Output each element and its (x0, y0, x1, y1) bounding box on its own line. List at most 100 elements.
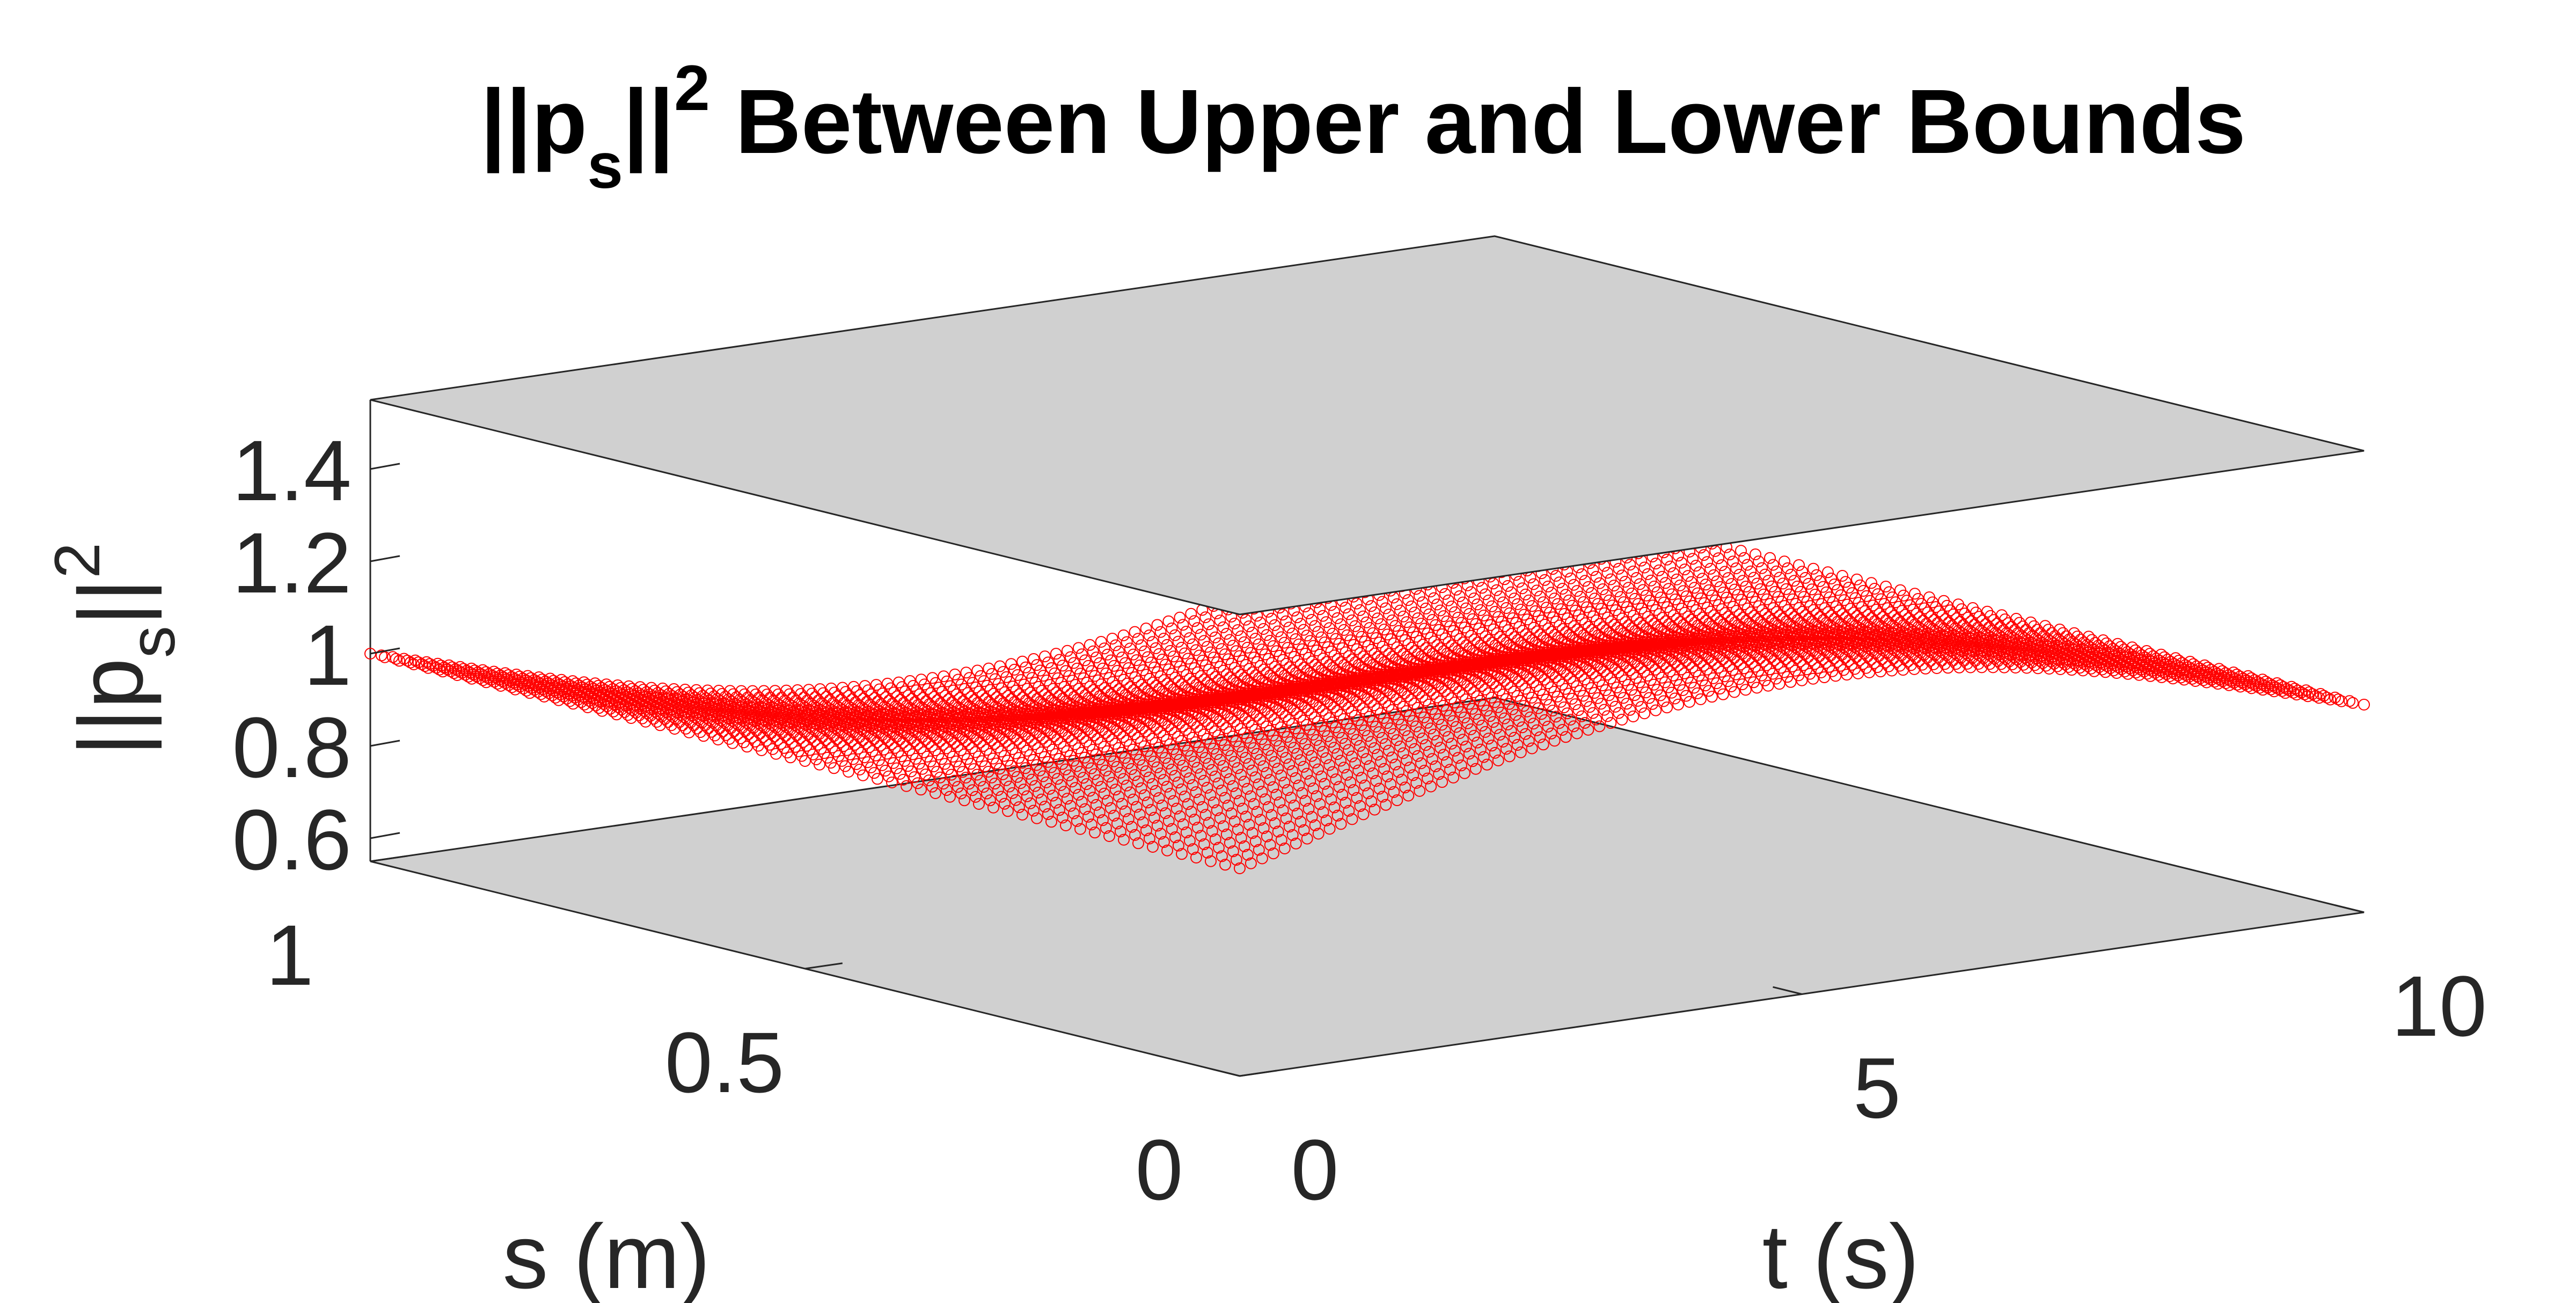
data-marker (1476, 582, 1488, 594)
data-marker (1138, 645, 1151, 657)
data-marker (430, 662, 442, 674)
data-marker (1605, 573, 1617, 585)
data-marker (1151, 666, 1163, 678)
data-marker (1068, 657, 1080, 669)
data-marker (1158, 633, 1170, 645)
data-marker (1103, 672, 1116, 684)
data-marker (1674, 579, 1686, 591)
data-marker (670, 713, 682, 726)
data-marker (1328, 606, 1341, 618)
data-marker (1246, 626, 1258, 639)
data-marker (1793, 559, 1805, 571)
data-marker (1519, 588, 1532, 601)
data-marker (1406, 642, 1418, 654)
data-marker (1730, 562, 1743, 574)
data-marker (1340, 646, 1352, 658)
data-marker (1162, 615, 1175, 627)
data-marker (607, 705, 619, 718)
data-marker (1439, 632, 1452, 645)
data-marker (459, 669, 471, 681)
data-marker (1457, 596, 1469, 609)
data-marker (1650, 558, 1662, 570)
data-marker (1199, 611, 1212, 624)
data-marker (1243, 620, 1255, 633)
data-marker (1542, 623, 1555, 634)
data-marker (1191, 622, 1204, 634)
data-marker (1280, 615, 1292, 627)
data-marker (531, 686, 544, 698)
data-marker (415, 658, 428, 670)
data-marker (1534, 590, 1546, 603)
data-marker (1764, 552, 1776, 564)
data-marker (1748, 572, 1760, 584)
data-marker (1571, 585, 1583, 597)
data-marker (1277, 654, 1289, 666)
data-marker (1121, 636, 1133, 648)
data-marker (1613, 562, 1625, 575)
data-marker (1249, 633, 1262, 645)
data-marker (1166, 668, 1178, 680)
data-marker (983, 662, 995, 675)
data-marker (1462, 626, 1474, 638)
data-marker (1767, 559, 1780, 571)
data-marker (1146, 636, 1159, 648)
data-marker (1201, 641, 1213, 653)
data-marker (1576, 613, 1588, 626)
data-marker (679, 722, 692, 735)
data-marker (1564, 616, 1577, 628)
data-marker (1713, 552, 1725, 565)
data-marker (1368, 606, 1381, 619)
data-marker (1698, 549, 1710, 561)
data-marker (1648, 580, 1660, 592)
data-marker (1638, 606, 1651, 619)
data-marker (1154, 626, 1167, 638)
data-marker (1317, 610, 1329, 622)
data-marker (1174, 611, 1186, 624)
data-marker (1055, 677, 1067, 689)
data-marker (1180, 626, 1192, 638)
data-marker (1166, 623, 1178, 634)
data-marker (404, 656, 416, 669)
data-marker (1016, 655, 1029, 668)
data-marker (444, 665, 457, 677)
data-marker (1724, 548, 1736, 561)
data-marker (1659, 577, 1672, 589)
data-marker (1228, 617, 1241, 629)
data-marker (1704, 562, 1717, 575)
data-marker (473, 672, 486, 684)
data-marker (1497, 596, 1509, 609)
data-marker (1299, 648, 1312, 660)
data-marker (1117, 629, 1130, 641)
data-marker (509, 683, 521, 696)
data-marker (1722, 572, 1735, 584)
data-marker (1070, 679, 1082, 691)
data-marker (1402, 638, 1415, 650)
data-marker (1696, 573, 1709, 585)
data-marker (1031, 659, 1043, 671)
data-marker (1484, 619, 1497, 631)
data-marker (1719, 566, 1731, 578)
data-marker (1311, 645, 1323, 656)
data-marker (491, 678, 503, 690)
data-marker (1277, 609, 1289, 621)
data-marker (1236, 655, 1249, 667)
data-marker (1745, 565, 1757, 577)
data-marker (375, 649, 387, 662)
data-marker (549, 692, 561, 704)
data-marker (1188, 662, 1201, 674)
data-marker (1619, 576, 1631, 588)
data-marker (1090, 652, 1102, 664)
data-marker (1325, 646, 1337, 657)
data-marker (1042, 656, 1055, 669)
data-marker (1579, 575, 1591, 587)
data-marker (1053, 654, 1065, 666)
data-marker (1072, 642, 1085, 654)
data-marker (1397, 610, 1410, 623)
data-marker (1079, 654, 1091, 667)
data-marker (1409, 606, 1421, 619)
data-marker (1638, 561, 1651, 574)
data-marker (1380, 645, 1392, 656)
data-marker (1199, 659, 1212, 671)
data-marker (1502, 624, 1514, 636)
data-marker (1490, 584, 1503, 596)
